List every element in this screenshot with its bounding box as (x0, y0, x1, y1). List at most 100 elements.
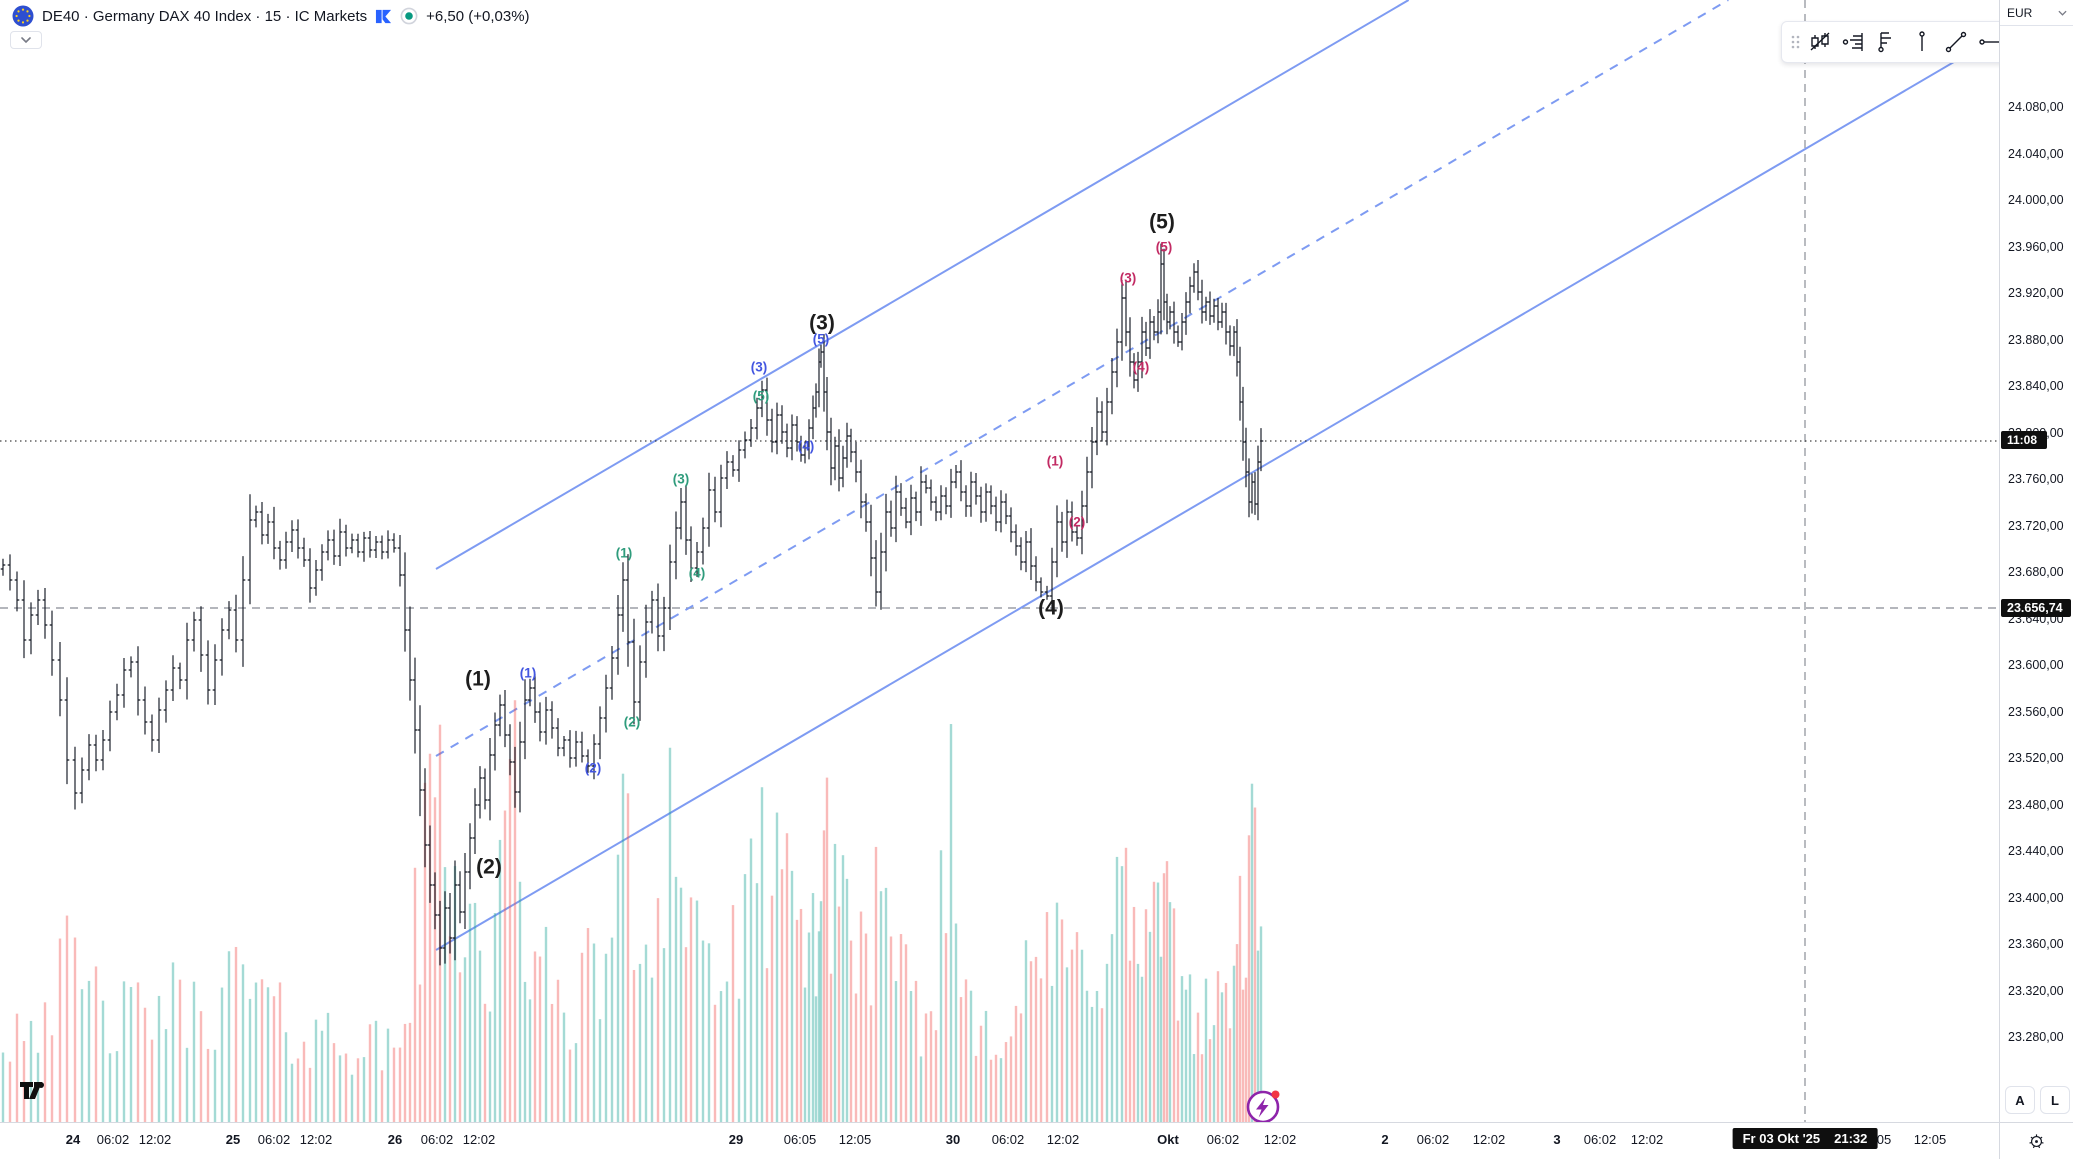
time-tick-label: 12:02 (1046, 1132, 1080, 1147)
log-scale-button[interactable]: L (2040, 1086, 2070, 1114)
price-tick-label: 23.840,00 (2008, 379, 2064, 393)
wave-label[interactable]: (5) (1149, 210, 1175, 233)
time-axis-settings-button[interactable] (2021, 1126, 2051, 1156)
drawing-toolbar[interactable] (1781, 21, 1999, 63)
wave-label[interactable]: (5) (813, 332, 830, 347)
wave-label[interactable]: (3) (751, 360, 768, 375)
wave-label[interactable]: (4) (1133, 360, 1150, 375)
currency-label: EUR (2007, 5, 2033, 20)
price-change-text: +6,50 (+0,03%) (426, 7, 530, 25)
wave-label[interactable]: (1) (465, 667, 491, 690)
axis-corner-divider (1999, 1123, 2000, 1159)
price-tick-label: 23.600,00 (2008, 658, 2064, 672)
time-tick-label: 06:02 (420, 1132, 454, 1147)
price-tick-label: 23.720,00 (2008, 518, 2064, 533)
wave-label[interactable]: (1) (1047, 454, 1064, 469)
price-tick-label: 23.320,00 (2008, 983, 2064, 998)
time-tick-day-label: 24 (65, 1132, 81, 1147)
trend-line-icon[interactable] (1940, 26, 1972, 58)
time-tick-label: 06:05 (783, 1132, 817, 1147)
time-tick-label: 12:02 (138, 1132, 172, 1147)
time-tick-label: 12:02 (1630, 1132, 1664, 1147)
chart-canvas[interactable]: (1) (2) (3) (4) (5) (1) (2) (3) (4) (5) (1) (2) (3)(… (0, 0, 1999, 1122)
time-tick-day-label: 26 (387, 1132, 403, 1147)
channel-upper-line[interactable] (435, 0, 1410, 570)
wave-label[interactable]: (3) (673, 472, 690, 487)
price-tick-label: 23.880,00 (2008, 332, 2064, 347)
wave-label[interactable]: (5) (1156, 240, 1173, 255)
gear-icon (2028, 1133, 2044, 1148)
wave-label[interactable]: (2) (585, 761, 602, 776)
price-tick-label: 23.280,00 (2008, 1030, 2064, 1044)
ohlc-bars (0, 243, 1264, 966)
time-tick-label: 12:02 (1472, 1132, 1506, 1147)
wave-label[interactable]: (1) (616, 546, 633, 561)
eu-flag-icon (12, 5, 34, 27)
vertical-line-icon[interactable] (1906, 26, 1938, 58)
time-tick-label: 06:02 (1206, 1132, 1240, 1147)
time-tick-day-label: 2 (1381, 1132, 1389, 1147)
wave-label[interactable]: (4) (798, 439, 815, 454)
time-tick-label: 12:05 (1913, 1132, 1947, 1147)
bar-replay-lightning-button[interactable] (1243, 1086, 1283, 1122)
crosshair-time-badge: Fr 03 Okt '25 21:32 (1732, 1128, 1878, 1149)
time-tick-label: 06:02 (991, 1132, 1025, 1147)
crosshair-time: 21:32 (1834, 1131, 1868, 1146)
price-tick-label: 23.920,00 (2008, 286, 2064, 300)
channel-mid-line[interactable] (435, 0, 1729, 757)
time-tick-label: 06:02 (96, 1132, 130, 1147)
time-tick-day-label: 3 (1553, 1132, 1561, 1147)
bars-pattern-icon[interactable] (1804, 26, 1836, 58)
wave-label[interactable]: (3) (809, 311, 835, 334)
currency-selector[interactable]: EUR (2000, 0, 2073, 26)
market-status-icon[interactable] (400, 7, 418, 25)
bar-countdown-badge: 11:08 (2001, 431, 2047, 449)
time-axis[interactable]: 24 06:02 12:02 25 06:02 12:02 26 06:02 12:02 29 06… (0, 1122, 2073, 1159)
price-tick-label: 23.680,00 (2008, 565, 2064, 579)
wave-count-blue[interactable]: (1) (2) (3) (4) (5) (520, 332, 830, 776)
wave-label[interactable]: (3) (1120, 271, 1137, 286)
time-tick-day-label: 30 (945, 1132, 961, 1147)
wave-count-primary[interactable]: (1) (2) (3) (4) (5) (465, 210, 1175, 878)
wave-label[interactable]: (2) (1069, 515, 1086, 530)
crosshair-date: Fr 03 Okt '25 (1742, 1131, 1821, 1146)
time-tick-day-label: 25 (225, 1132, 241, 1147)
price-tick-label: 23.360,00 (2008, 937, 2064, 951)
price-tick-label: 23.960,00 (2008, 239, 2064, 254)
wave-label[interactable]: (1) (520, 666, 537, 681)
price-tick-label: 23.440,00 (2008, 844, 2064, 858)
symbol-title[interactable]: DE40 · Germany DAX 40 Index · 15 · IC Ma… (42, 7, 368, 25)
channel-lower-line[interactable] (435, 34, 1999, 951)
collapse-header-button[interactable] (10, 31, 42, 49)
time-tick-label: 12:02 (1263, 1132, 1297, 1147)
toolbar-drag-handle-icon[interactable] (1788, 26, 1802, 58)
price-tick-label: 24.000,00 (2008, 193, 2064, 207)
time-tick-label: 06:02 (257, 1132, 291, 1147)
horizontal-ray-icon[interactable] (1974, 26, 1999, 58)
time-tick-label: 12:05 (838, 1132, 872, 1147)
auto-scale-button[interactable]: A (2005, 1086, 2035, 1114)
wave-label[interactable]: (4) (689, 566, 706, 581)
price-tick-label: 23.480,00 (2008, 797, 2064, 812)
notification-dot (1271, 1090, 1280, 1099)
tradingview-logo[interactable] (20, 1082, 46, 1105)
wave-count-pink[interactable]: (1) (2) (3) (4) (5) (1047, 240, 1173, 530)
price-tick-label: 23.760,00 (2008, 472, 2064, 486)
price-plot: (1)(2)(3)(4)(5)(1)(2)(3)(4)(5)(1)(2)(3)(… (0, 0, 1999, 1122)
bar-pattern-icon[interactable] (1872, 26, 1904, 58)
price-axis[interactable]: EUR 24.080,00 24.040,00 24.000,00 23.960,00… (1999, 0, 2073, 1122)
marked-level-price-badge: 23.656,74 (2001, 599, 2071, 617)
ic-markets-logo (376, 9, 392, 23)
volume-bars-down (8, 700, 1257, 1122)
time-tick-day-label: 29 (728, 1132, 744, 1147)
wave-label[interactable]: (5) (753, 389, 770, 404)
volume-profile-icon[interactable] (1838, 26, 1870, 58)
wave-label[interactable]: (2) (624, 715, 641, 730)
wave-label[interactable]: (2) (476, 855, 502, 878)
lightning-icon (1256, 1097, 1269, 1118)
price-tick-label: 23.400,00 (2008, 890, 2064, 905)
time-tick-label: 12:02 (299, 1132, 333, 1147)
wave-count-teal[interactable]: (1) (2) (3) (4) (5) (616, 389, 770, 730)
wave-label[interactable]: (4) (1038, 596, 1064, 619)
time-tick-label: 06:02 (1583, 1132, 1617, 1147)
